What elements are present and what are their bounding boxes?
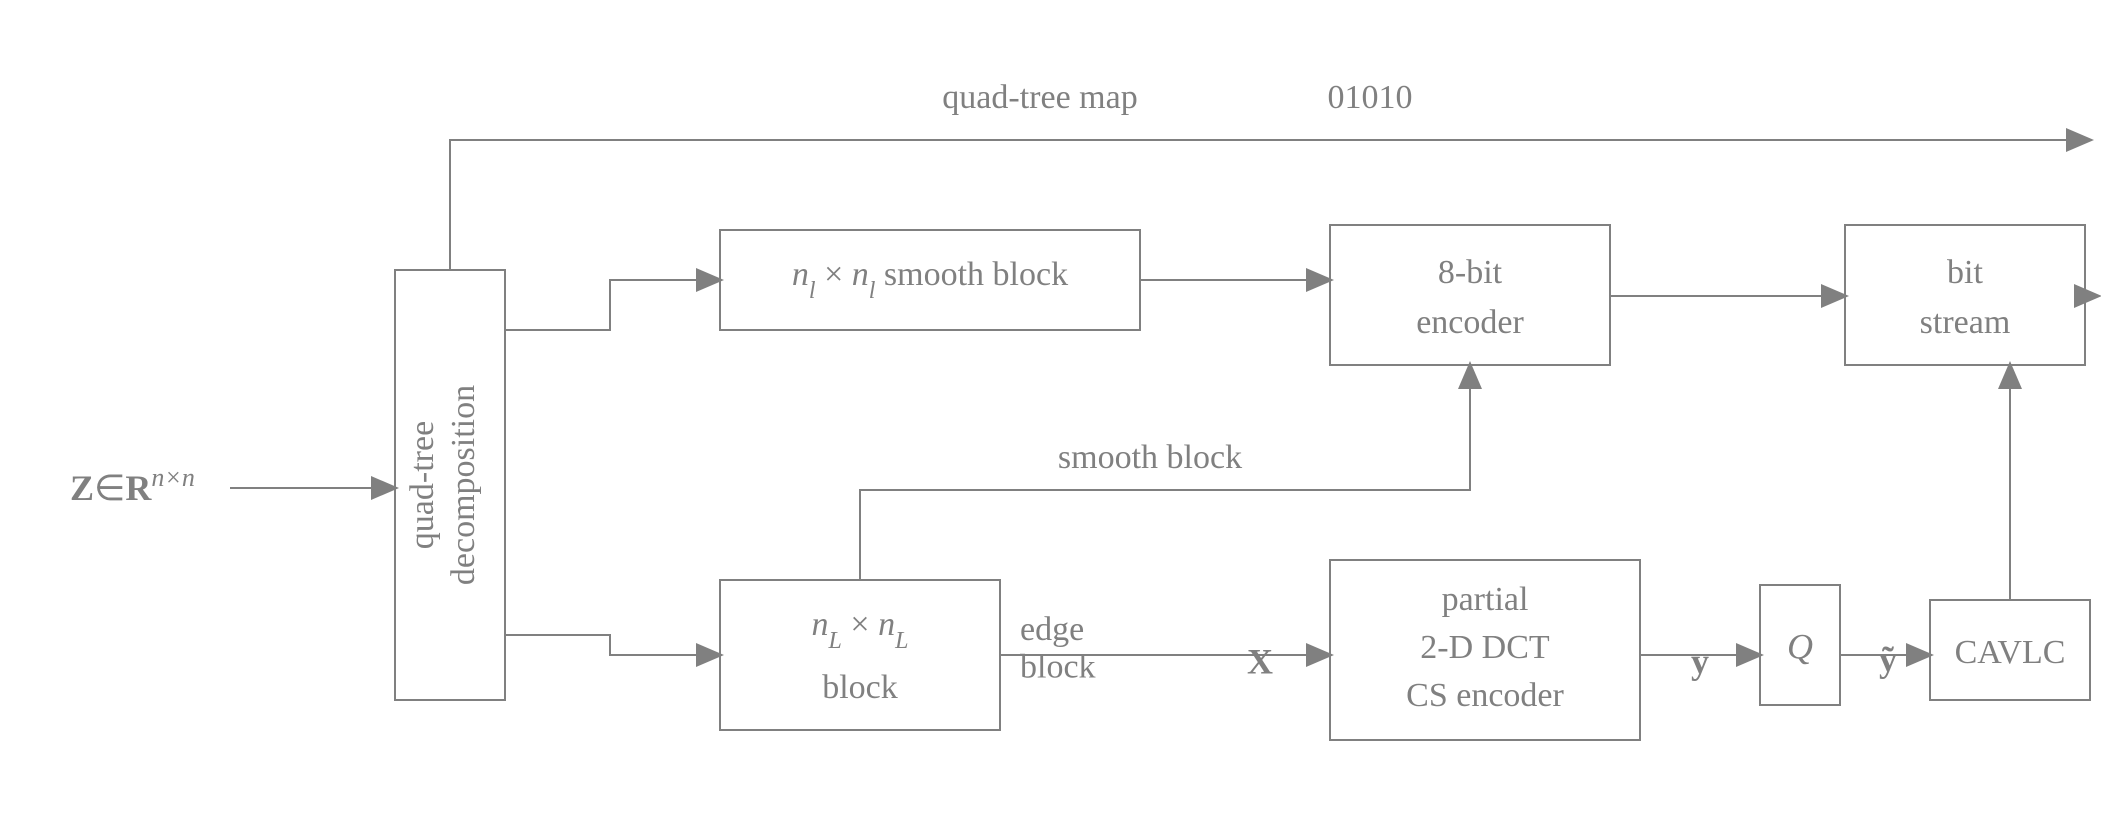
input-label: Z∈Rn×n bbox=[70, 463, 195, 509]
svg-text:encoder: encoder bbox=[1416, 304, 1524, 341]
quad-tree-map-bits: 01010 bbox=[1328, 79, 1413, 116]
svg-text:CS encoder: CS encoder bbox=[1406, 677, 1564, 714]
svg-text:CAVLC: CAVLC bbox=[1955, 634, 2066, 671]
connector bbox=[505, 635, 720, 655]
svg-text:block: block bbox=[822, 669, 898, 706]
8bit-encoder-box bbox=[1330, 225, 1610, 365]
X-label: X bbox=[1247, 641, 1273, 681]
svg-text:Z∈Rn×n: Z∈Rn×n bbox=[70, 463, 195, 509]
y-label: y bbox=[1691, 641, 1709, 681]
svg-text:bit: bit bbox=[1947, 254, 1983, 291]
edge-block-label: edgeblock bbox=[1020, 611, 1096, 685]
nL-block-box bbox=[720, 580, 1000, 730]
svg-text:partial: partial bbox=[1442, 581, 1529, 618]
quad-tree-map-label: quad-tree map bbox=[942, 79, 1137, 116]
smooth-block-branch-label: smooth block bbox=[1058, 439, 1242, 476]
svg-text:stream: stream bbox=[1920, 304, 2011, 341]
svg-text:Q: Q bbox=[1787, 626, 1813, 666]
connector bbox=[505, 280, 720, 330]
svg-text:8-bit: 8-bit bbox=[1438, 254, 1503, 291]
bitstream-box bbox=[1845, 225, 2085, 365]
ytilde-label: ỹ bbox=[1879, 639, 1897, 679]
svg-text:2-D DCT: 2-D DCT bbox=[1420, 629, 1550, 666]
